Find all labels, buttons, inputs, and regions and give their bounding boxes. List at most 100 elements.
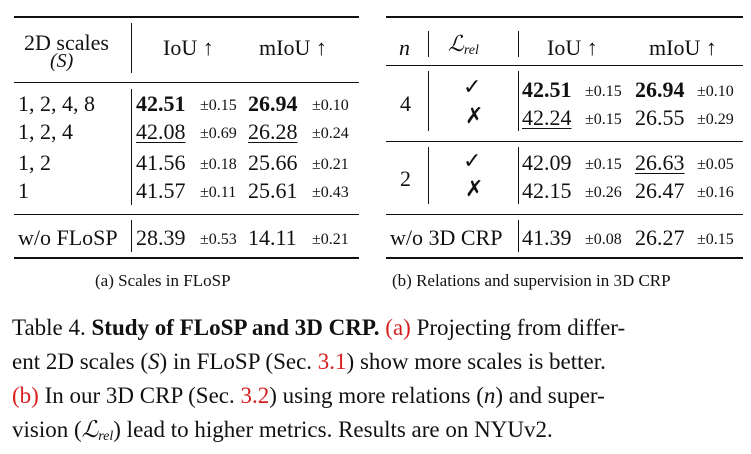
table-a-row-scales: 1, 2, 4 — [18, 119, 73, 144]
table-b-row-check-icon: ✓ — [463, 75, 482, 100]
table-a-row-iou: 41.56 — [136, 150, 186, 175]
caption-text: ) show more scales is better. — [346, 349, 606, 374]
table-a-row-miou-sd: ±0.24 — [312, 125, 349, 142]
table-a-baseline-divider — [131, 220, 132, 252]
caption-line: Table 4. Study of FLoSP and 3D CRP. (a) … — [12, 311, 742, 345]
table-a-row-miou: 25.66 — [248, 150, 298, 175]
caption-line: vision (ℒrel) lead to higher metrics. Re… — [12, 413, 742, 454]
table-b-group-divider — [518, 147, 519, 204]
caption-title: Study of FLoSP and 3D CRP. — [91, 315, 380, 340]
table-b-mid-rule — [386, 65, 743, 66]
caption-ref-link[interactable]: 3.1 — [317, 349, 347, 374]
table-a-row-iou-sd: ±0.11 — [200, 184, 237, 201]
table-b-row-iou-sd: ±0.15 — [585, 83, 622, 100]
table-b-row-cross-icon: ✗ — [465, 177, 484, 202]
table-b-row-miou: 26.94 — [635, 77, 685, 102]
caption-text: vision ( — [12, 417, 82, 442]
table-a-header-scales-var: (S) — [50, 50, 74, 72]
table-b-header-divider — [428, 31, 429, 57]
table-b-baseline-miou: 26.27 — [635, 225, 685, 250]
table-b-baseline-rule — [386, 214, 743, 215]
table-a-row-scales: 1, 2, 4, 8 — [18, 91, 95, 116]
table-a-row-iou-cell: 42.51 — [136, 93, 186, 115]
table-a-row-scales: 1 — [18, 178, 29, 203]
table-b-baseline-divider — [518, 220, 519, 252]
table-a-row-iou: 42.51 — [136, 91, 186, 116]
table-a-row-miou: 25.61 — [248, 178, 298, 203]
table-a-row-miou-cell: 26.94 — [248, 93, 298, 115]
table-a-row-iou: 41.57 — [136, 178, 186, 203]
table-b-row-iou: 42.51 — [522, 77, 572, 102]
table-b-header-miou: mIoU ↑ — [649, 35, 717, 60]
table-b-row-iou-cell: 42.51 — [522, 79, 572, 101]
caption-text: Projecting from differ- — [416, 315, 626, 340]
table-b-top-rule — [386, 16, 743, 18]
table-b-row-miou: 26.55 — [635, 105, 685, 130]
table-a-row-miou: 26.94 — [248, 91, 298, 116]
table-b-row-miou-sd: ±0.29 — [697, 111, 734, 128]
table-b-header-divider — [518, 31, 519, 57]
table-b-row-iou: 42.09 — [522, 150, 572, 175]
table-b-group-rule — [386, 141, 743, 142]
table-a-top-rule — [14, 16, 359, 18]
table-b-row-miou-sd: ±0.16 — [697, 184, 734, 201]
table-b-row-iou-sd: ±0.15 — [585, 111, 622, 128]
table-b-bottom-rule — [386, 257, 743, 259]
caption-text: ) using more relations ( — [269, 383, 484, 408]
table-b-row-miou: 26.63 — [635, 150, 685, 175]
table-b-row-cross-icon: ✗ — [465, 104, 484, 129]
table-b-row-miou: 26.47 — [635, 178, 685, 203]
table-b-baseline-miou-sd: ±0.15 — [697, 231, 734, 248]
caption-lrel-sub: rel — [98, 429, 114, 444]
caption-text: ent 2D scales ( — [12, 349, 149, 374]
table-a-header-iou: IoU ↑ — [163, 35, 214, 60]
table-b-group-divider — [428, 147, 429, 204]
table-b-baseline-iou: 41.39 — [522, 225, 572, 250]
caption-text: ) lead to higher metrics. Results are on… — [113, 417, 553, 442]
table-a-baseline-iou-sd: ±0.53 — [200, 231, 237, 248]
caption-line: (b) In our 3D CRP (Sec. 3.2) using more … — [12, 379, 742, 413]
table-a-row-miou-sd: ±0.43 — [312, 184, 349, 201]
table-a-row-miou-sd: ±0.10 — [312, 97, 349, 114]
table-b-row-miou-sd: ±0.10 — [697, 83, 734, 100]
table-a-subcaption: (a) Scales in FLoSP — [95, 271, 231, 290]
table-a-header-divider — [131, 23, 132, 73]
table-b-row-iou-sd: ±0.15 — [585, 156, 622, 173]
table-a-row-iou-sd: ±0.18 — [200, 156, 237, 173]
caption-text: ) and super- — [495, 383, 605, 408]
table-b-header-lrel-sub: rel — [463, 43, 479, 58]
table-b-row-iou: 42.24 — [522, 105, 572, 130]
table-b-group-n: 4 — [400, 91, 411, 116]
table-a-row-iou: 42.08 — [136, 119, 186, 144]
table-a-baseline-iou: 28.39 — [136, 225, 186, 250]
table-a-row-iou-sd: ±0.15 — [200, 97, 237, 114]
table-a-row-scales: 1, 2 — [18, 150, 51, 175]
table-b-group-divider — [428, 71, 429, 131]
table-a-body-divider — [131, 89, 132, 205]
caption-label: Table 4. — [12, 315, 86, 340]
table-b-group-divider — [518, 71, 519, 131]
caption-a-marker[interactable]: (a) — [385, 315, 411, 340]
table-caption: Table 4. Study of FLoSP and 3D CRP. (a) … — [12, 311, 742, 454]
table-a-row-miou: 26.28 — [248, 119, 298, 144]
table-b-header-iou: IoU ↑ — [547, 35, 598, 60]
caption-b-marker[interactable]: (b) — [12, 383, 39, 408]
caption-lrel-symbol: ℒ — [81, 417, 99, 443]
table-b-row-iou-sd: ±0.26 — [585, 184, 622, 201]
table-b-header-lrel-symbol: ℒ — [448, 32, 464, 57]
caption-var-s: S — [148, 349, 160, 374]
caption-ref-link[interactable]: 3.2 — [240, 383, 270, 408]
table-a-row-iou-sd: ±0.69 — [200, 125, 237, 142]
table-b-row-iou: 42.15 — [522, 178, 572, 203]
table-b-row-check-icon: ✓ — [463, 149, 482, 174]
table-b-header-lrel: ℒrel — [448, 34, 479, 58]
caption-text: ) in FLoSP (Sec. — [159, 349, 313, 374]
caption-var-n: n — [483, 383, 496, 408]
table-b-header-n: n — [399, 35, 410, 60]
table-a-mid-rule — [14, 82, 359, 83]
table-a-header-scales: 2D scales — [24, 30, 109, 55]
table-a-bottom-rule — [14, 257, 359, 259]
caption-text: In our 3D CRP (Sec. — [44, 383, 235, 408]
table-b-row-miou-cell: 26.94 — [635, 79, 685, 101]
table-b-baseline-label: w/o 3D CRP — [390, 225, 503, 250]
